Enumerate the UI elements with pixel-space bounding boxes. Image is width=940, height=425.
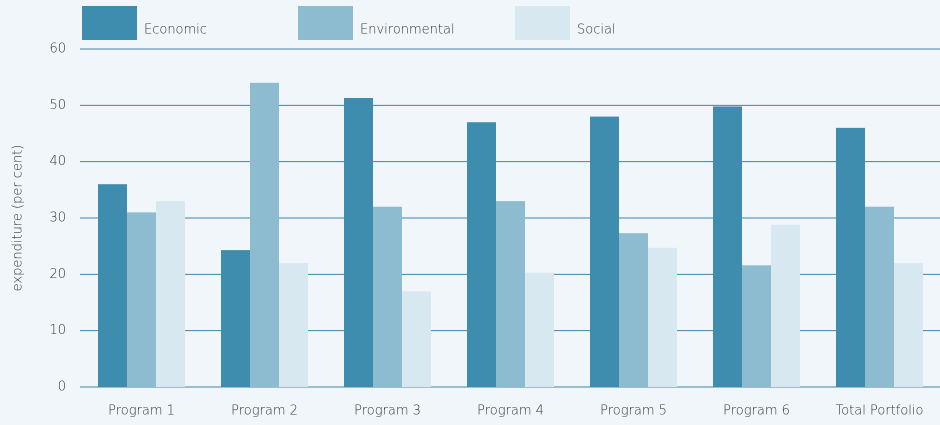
bar [836, 127, 865, 387]
bar [496, 201, 525, 387]
bar [648, 247, 677, 387]
bar [98, 184, 127, 387]
y-tick-label: 60 [49, 42, 66, 57]
y-axis-label: expenditure (per cent) [11, 145, 26, 292]
y-tick-label: 40 [49, 154, 66, 169]
legend-label: Social [577, 23, 616, 38]
legend-swatch [298, 6, 353, 40]
y-tick-label: 30 [49, 211, 66, 226]
bar [894, 263, 923, 387]
x-tick-label: Program 5 [600, 404, 667, 419]
bar [742, 265, 771, 387]
bar [373, 206, 402, 387]
x-tick-label: Program 6 [723, 404, 790, 419]
x-tick-label: Program 4 [477, 404, 544, 419]
bar [771, 224, 800, 387]
bar [250, 82, 279, 388]
y-tick-label: 0 [58, 380, 66, 395]
legend-swatch [515, 6, 570, 40]
y-tick-label: 50 [49, 98, 66, 113]
bar [590, 116, 619, 387]
bar [619, 233, 648, 387]
legend-label: Economic [144, 23, 207, 38]
x-tick-label: Total Portfolio [836, 404, 924, 419]
x-tick-label: Program 3 [354, 404, 421, 419]
bar [127, 212, 156, 387]
bar [467, 122, 496, 387]
bar [402, 291, 431, 387]
legend-swatch [82, 6, 137, 40]
bar [713, 106, 742, 388]
x-tick-label: Program 2 [231, 404, 298, 419]
bar [221, 250, 250, 387]
x-tick-label: Program 1 [108, 404, 175, 419]
bar [344, 98, 373, 387]
legend-label: Environmental [360, 23, 455, 38]
y-tick-label: 10 [49, 323, 66, 338]
bar [279, 263, 308, 387]
bar [525, 272, 554, 387]
y-tick-label: 20 [49, 267, 66, 282]
bar [865, 206, 894, 387]
bar [156, 201, 185, 387]
